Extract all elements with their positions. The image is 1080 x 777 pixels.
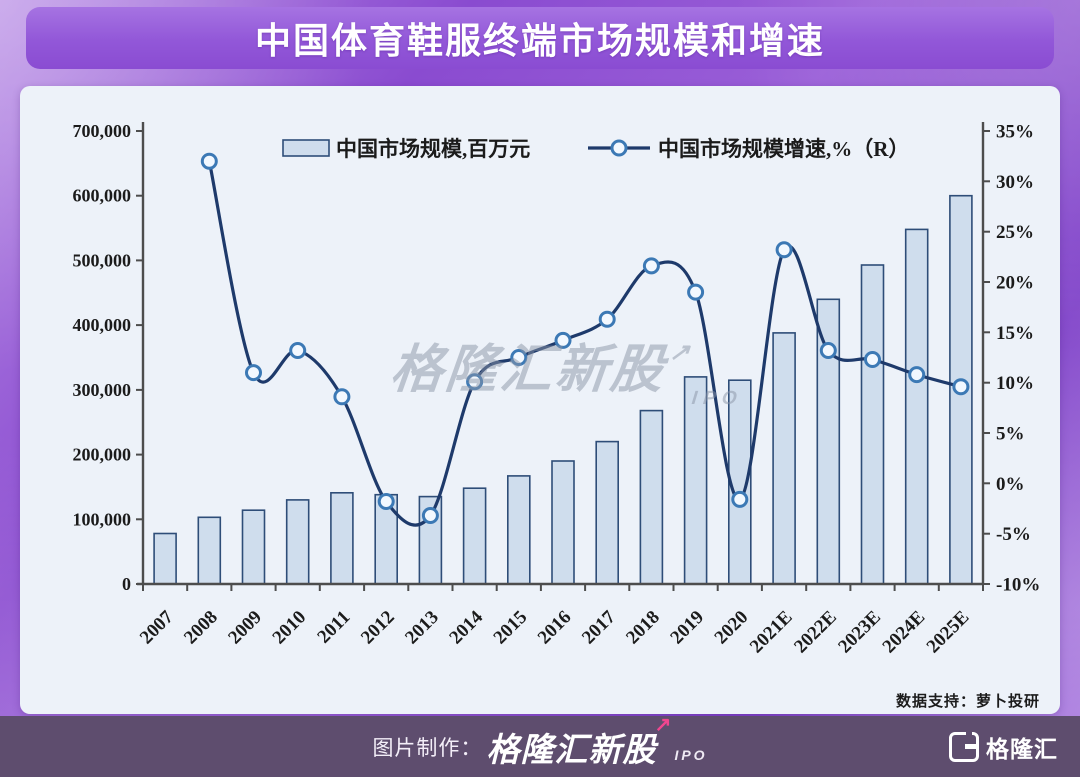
gelonghui-logo-text: 格隆汇 [986, 735, 1058, 762]
svg-text:700,000: 700,000 [73, 121, 132, 141]
footer-brand-text: 格隆汇新股 [486, 730, 657, 768]
svg-text:200,000: 200,000 [73, 445, 132, 465]
chart-canvas: 0 100,000 200,000 300,000 400,000 500,000 600,… [73, 121, 1041, 658]
svg-text:10%: 10% [996, 373, 1034, 394]
svg-text:15%: 15% [996, 323, 1034, 344]
svg-text:中国市场规模,百万元: 中国市场规模,百万元 [336, 137, 530, 161]
svg-text:400,000: 400,000 [73, 315, 132, 335]
svg-text:2015: 2015 [490, 607, 532, 649]
svg-text:2010: 2010 [269, 607, 311, 649]
chart-card: 0 100,000 200,000 300,000 400,000 500,000 600,… [20, 86, 1060, 714]
svg-text:2011: 2011 [313, 607, 354, 648]
footer-brand: 格隆汇新股 ↗ [486, 714, 671, 771]
svg-text:2019: 2019 [666, 607, 708, 649]
svg-text:2016: 2016 [534, 607, 576, 649]
svg-text:0%: 0% [996, 474, 1025, 495]
footer-caption: 图片制作： [372, 736, 483, 760]
svg-text:35%: 35% [996, 122, 1034, 143]
svg-text:2023E: 2023E [834, 607, 885, 658]
footer-credit: 图片制作： 格隆汇新股 ↗ IPO [0, 714, 1080, 777]
svg-text:100,000: 100,000 [73, 509, 132, 529]
svg-text:2025E: 2025E [923, 607, 974, 658]
svg-text:500,000: 500,000 [73, 250, 132, 270]
svg-text:2009: 2009 [224, 607, 266, 649]
svg-text:2017: 2017 [578, 606, 620, 648]
svg-text:2018: 2018 [622, 607, 664, 649]
svg-text:2013: 2013 [401, 607, 443, 649]
gelonghui-logo: 格隆汇 [949, 730, 1058, 764]
svg-text:600,000: 600,000 [73, 186, 132, 206]
trend-arrow-icon: ↗ [654, 713, 673, 736]
page-title: 中国体育鞋服终端市场规模和增速 [254, 20, 825, 61]
data-source-note: 数据支持：萝卜投研 [895, 693, 1040, 710]
svg-text:-10%: -10% [996, 575, 1040, 596]
svg-text:中国市场规模增速,%（R）: 中国市场规模增速,%（R） [658, 137, 909, 161]
svg-text:-5%: -5% [996, 524, 1031, 545]
svg-text:2022E: 2022E [790, 607, 841, 658]
svg-text:2014: 2014 [445, 606, 487, 648]
svg-text:5%: 5% [996, 424, 1025, 445]
footer-bar: 图片制作： 格隆汇新股 ↗ IPO 格隆汇 [0, 714, 1080, 777]
svg-text:20%: 20% [996, 273, 1034, 294]
svg-text:2007: 2007 [136, 606, 178, 648]
svg-text:2012: 2012 [357, 607, 399, 649]
svg-text:2024E: 2024E [879, 607, 930, 658]
footer-brand-ipo: IPO [674, 746, 708, 763]
svg-text:30%: 30% [996, 172, 1034, 193]
svg-text:25%: 25% [996, 222, 1034, 243]
svg-text:2008: 2008 [180, 607, 222, 649]
title-banner: 中国体育鞋服终端市场规模和增速 [26, 7, 1054, 69]
svg-text:0: 0 [122, 574, 131, 594]
gelonghui-g-icon [949, 730, 979, 762]
svg-text:2021E: 2021E [746, 607, 797, 658]
svg-text:300,000: 300,000 [73, 380, 132, 400]
